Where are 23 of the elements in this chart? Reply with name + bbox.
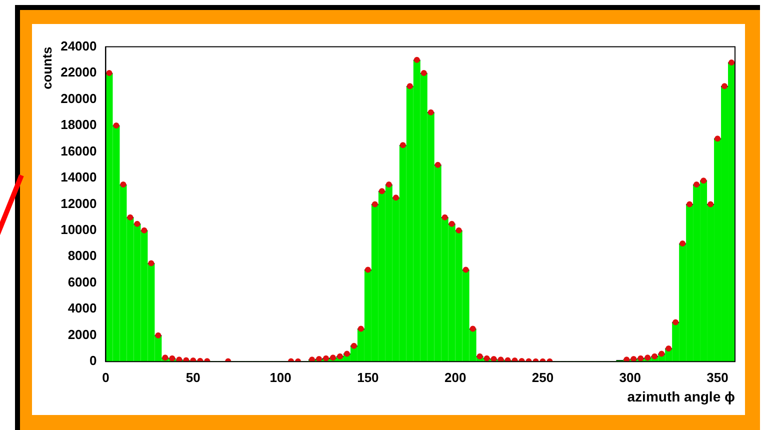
- y-tick-label: 16000: [60, 143, 97, 158]
- x-tick-label: 350: [706, 370, 728, 385]
- y-tick-label: 24000: [60, 38, 97, 54]
- x-tick-label: 300: [619, 370, 641, 385]
- y-tick-label: 6000: [68, 274, 97, 290]
- x-tick-label: 100: [270, 370, 292, 385]
- y-tick-label: 4000: [68, 300, 97, 316]
- y-tick-label: 18000: [60, 117, 97, 132]
- y-tick-label: 10000: [60, 222, 97, 238]
- x-axis-title: azimuth angle ϕ: [627, 388, 735, 404]
- y-tick-label: 20000: [60, 90, 97, 106]
- x-tick-label: 150: [357, 370, 379, 385]
- y-tick-label: 8000: [68, 248, 97, 264]
- x-tick-label: 200: [444, 370, 466, 385]
- x-tick-label: 0: [102, 370, 110, 385]
- x-tick-label: 50: [186, 370, 200, 385]
- y-tick-label: 2000: [68, 326, 97, 342]
- y-tick-label: 14000: [60, 170, 97, 185]
- y-tick-label: 0: [90, 353, 97, 368]
- y-tick-label: 12000: [60, 196, 97, 211]
- x-tick-label: 250: [532, 370, 554, 385]
- y-tick-label: 22000: [60, 64, 97, 80]
- y-axis-title: counts: [39, 46, 54, 90]
